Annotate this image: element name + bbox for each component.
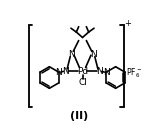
Text: N: N <box>103 68 110 77</box>
Text: N: N <box>68 50 75 59</box>
Text: N: N <box>62 67 69 76</box>
Text: Pd: Pd <box>77 67 88 76</box>
Text: Cl: Cl <box>78 78 87 87</box>
Text: N: N <box>55 68 62 77</box>
Text: N: N <box>90 50 97 59</box>
Text: PF$_6^-$: PF$_6^-$ <box>126 67 142 80</box>
Text: +: + <box>124 19 131 28</box>
Text: (II): (II) <box>70 111 88 121</box>
Text: N: N <box>96 67 103 76</box>
